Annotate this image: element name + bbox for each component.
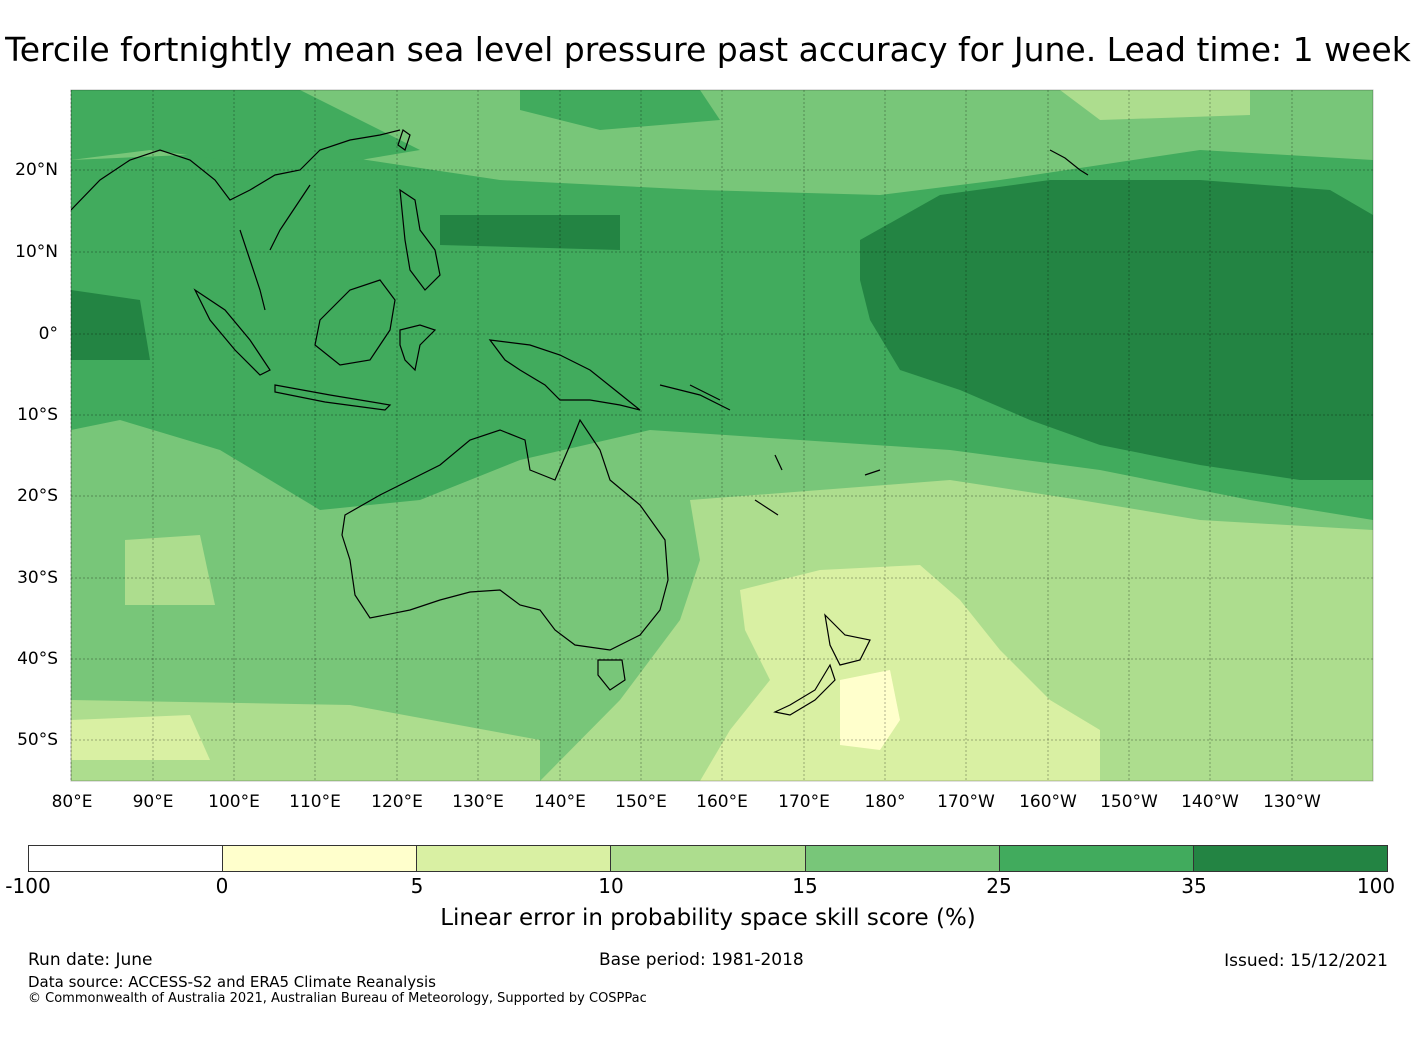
colorbar-segment-15-25 [805,846,1000,871]
lat-label-10n: 10°N [15,242,58,262]
colorbar-segment-neg100-0 [29,846,224,871]
lon-label-140w: 140°W [1181,792,1239,812]
colorbar-tick: 15 [792,874,818,898]
map-title: Tercile fortnightly mean sea level press… [5,30,1411,69]
colorbar-label: Linear error in probability space skill … [440,905,976,931]
borneo-coastline [314,279,396,366]
colorbar-segment-35-100 [1193,846,1387,871]
lon-label-80e: 80°E [51,792,93,812]
colorbar-segment-25-35 [999,846,1194,871]
map-frame [70,89,1374,782]
lon-label-100e: 100°E [208,792,260,812]
tasmania-coastline [597,659,626,691]
lon-label-140e: 140°E [534,792,586,812]
colorbar-tick: 0 [215,874,229,898]
lon-label-90e: 90°E [132,792,174,812]
skill-score-field [71,90,1373,781]
colorbar-tick: -100 [5,874,51,898]
lon-label-160e: 160°E [696,792,748,812]
lon-label-180: 180° [864,792,906,812]
sulawesi-coastline [399,324,437,372]
solomon-islands-coastline [659,384,731,411]
colorbar-segment-0-5 [223,846,418,871]
colorbar-tick: 10 [598,874,624,898]
lon-label-110e: 110°E [289,792,341,812]
lat-label-0: 0° [38,324,58,344]
new-zealand-north-coastline [824,613,871,666]
copyright: © Commonwealth of Australia 2021, Austra… [28,991,647,1006]
lon-label-130w: 130°W [1263,792,1321,812]
java-coastline [274,384,392,411]
lat-label-30s: 30°S [17,568,58,588]
new-zealand-south-coastline [773,663,836,716]
graticule [70,90,1373,781]
colorbar-segment-5-10 [417,846,612,871]
lon-label-120e: 120°E [371,792,423,812]
lon-label-170e: 170°E [778,792,830,812]
new-caledonia-coastline [754,499,779,516]
taiwan-coastline [397,129,411,151]
lon-label-150e: 150°E [615,792,667,812]
issued-date: Issued: 15/12/2021 [1224,951,1388,971]
hawaii-coastline [1049,149,1089,176]
lat-label-20n: 20°N [15,160,58,180]
australia-coastline [341,418,669,651]
coastlines [71,129,1089,716]
vanuatu-coastline [774,454,783,471]
colorbar [28,845,1388,872]
base-period: Base period: 1981-2018 [599,950,804,970]
lon-label-160w: 160°W [1019,792,1077,812]
run-date: Run date: June [28,950,153,970]
data-source: Data source: ACCESS-S2 and ERA5 Climate … [28,973,436,991]
colorbar-tick: 35 [1181,874,1207,898]
philippines-coastline [399,188,441,291]
colorbar-tick: 5 [410,874,424,898]
skill-score-map [70,89,1374,782]
lat-label-20s: 20°S [17,486,58,506]
fiji-coastline [864,469,881,476]
colorbar-tick: 100 [1356,874,1396,898]
lat-label-50s: 50°S [17,730,58,750]
lon-label-130e: 130°E [452,792,504,812]
sumatra-coastline [193,288,271,376]
lat-label-10s: 10°S [17,405,58,425]
lon-label-150w: 150°W [1100,792,1158,812]
southeast-asia-coastline [71,129,401,311]
colorbar-segment-10-15 [611,846,806,871]
lon-label-170w: 170°W [937,792,995,812]
lat-label-40s: 40°S [17,649,58,669]
new-guinea-coastline [488,339,641,411]
colorbar-tick: 25 [986,874,1012,898]
